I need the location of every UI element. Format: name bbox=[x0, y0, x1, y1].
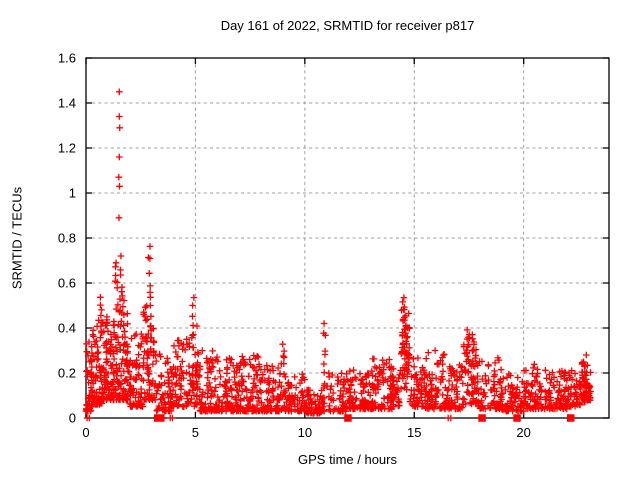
scatter-points bbox=[82, 88, 594, 422]
y-tick-label: 0.4 bbox=[58, 321, 76, 336]
y-tick-label: 1 bbox=[69, 186, 76, 201]
x-tick-label: 5 bbox=[192, 425, 199, 440]
grid-lines bbox=[86, 58, 609, 418]
x-tick-label: 15 bbox=[407, 425, 421, 440]
y-tick-label: 0 bbox=[69, 411, 76, 426]
y-tick-label: 1.6 bbox=[58, 51, 76, 66]
x-axis-label: GPS time / hours bbox=[298, 452, 397, 467]
x-tick-label: 0 bbox=[82, 425, 89, 440]
x-tick-label: 20 bbox=[516, 425, 530, 440]
y-tick-label: 1.4 bbox=[58, 96, 76, 111]
x-tick-label: 10 bbox=[298, 425, 312, 440]
y-tick-label: 1.2 bbox=[58, 141, 76, 156]
y-tick-label: 0.2 bbox=[58, 366, 76, 381]
y-tick-label: 0.6 bbox=[58, 276, 76, 291]
y-tick-label: 0.8 bbox=[58, 231, 76, 246]
chart-title: Day 161 of 2022, SRMTID for receiver p81… bbox=[220, 18, 475, 33]
